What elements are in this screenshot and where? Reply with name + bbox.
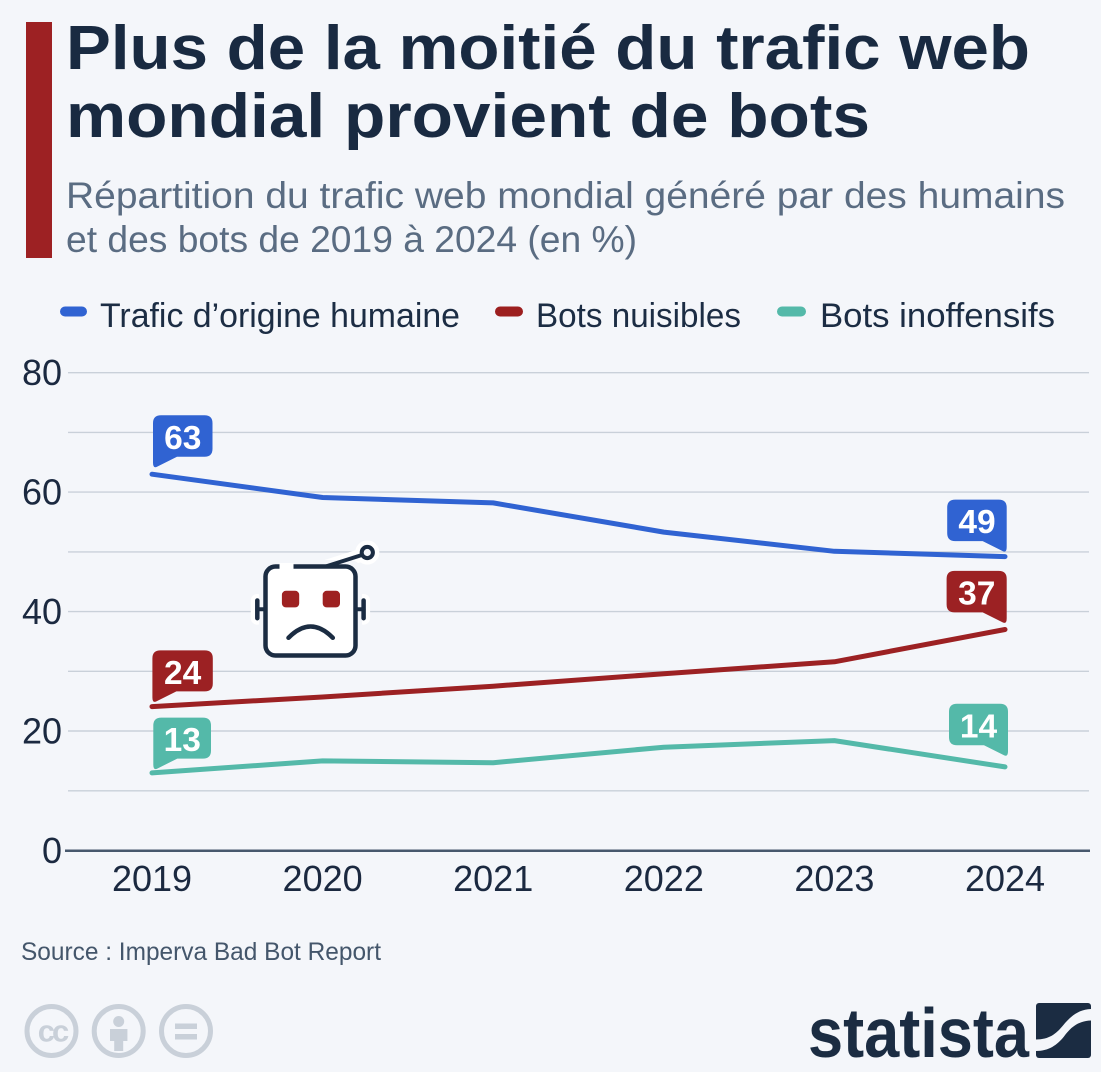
svg-text:0: 0 bbox=[42, 830, 62, 871]
svg-text:Source : Imperva Bad Bot Repor: Source : Imperva Bad Bot Report bbox=[21, 938, 381, 966]
svg-text:37: 37 bbox=[958, 576, 995, 613]
svg-text:80: 80 bbox=[22, 352, 62, 393]
svg-text:2022: 2022 bbox=[624, 858, 704, 899]
svg-text:2021: 2021 bbox=[453, 858, 533, 899]
svg-text:2019: 2019 bbox=[112, 858, 192, 899]
svg-text:40: 40 bbox=[22, 591, 62, 632]
svg-text:20: 20 bbox=[22, 711, 62, 752]
svg-text:14: 14 bbox=[960, 709, 998, 746]
svg-text:Trafic d’origine humaine: Trafic d’origine humaine bbox=[100, 297, 460, 335]
svg-text:cc: cc bbox=[38, 1014, 69, 1049]
svg-text:Plus de la moitié du trafic we: Plus de la moitié du trafic web bbox=[66, 14, 1030, 83]
svg-text:63: 63 bbox=[164, 420, 201, 457]
svg-text:2020: 2020 bbox=[283, 858, 363, 899]
svg-text:et des bots de 2019 à 2024 (en: et des bots de 2019 à 2024 (en %) bbox=[66, 219, 637, 260]
svg-text:mondial provient de bots: mondial provient de bots bbox=[66, 82, 870, 151]
svg-text:24: 24 bbox=[164, 655, 202, 692]
svg-text:13: 13 bbox=[164, 722, 201, 759]
svg-text:2023: 2023 bbox=[794, 858, 874, 899]
svg-text:statista: statista bbox=[808, 994, 1030, 1072]
svg-text:2024: 2024 bbox=[965, 858, 1045, 899]
svg-text:Bots inoffensifs: Bots inoffensifs bbox=[820, 297, 1055, 335]
svg-text:Répartition du trafic web mond: Répartition du trafic web mondial généré… bbox=[66, 175, 1065, 216]
svg-text:Bots nuisibles: Bots nuisibles bbox=[536, 297, 741, 335]
svg-text:49: 49 bbox=[958, 504, 995, 541]
svg-text:60: 60 bbox=[22, 472, 62, 513]
